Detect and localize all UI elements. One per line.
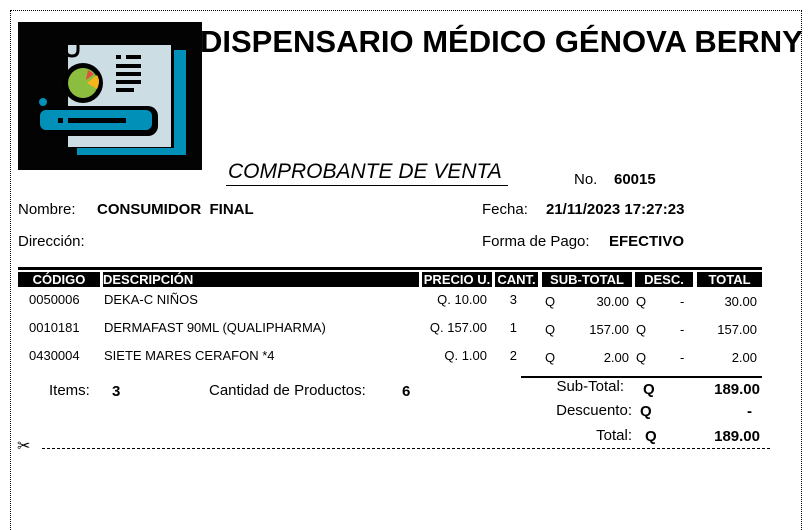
cell-cur2: Q [636,322,647,337]
col-subtotal: SUB-TOTAL [542,272,632,287]
sale-date: 21/11/2023 17:27:23 [546,201,685,218]
page-title: DISPENSARIO MÉDICO GÉNOVA BERNY [200,24,803,59]
col-code: CÓDIGO [18,272,100,287]
cell-desc: DERMAFAST 90ML (QUALIPHARMA) [104,320,326,335]
col-description: DESCRIPCIÓN [103,272,419,287]
cell-discount: - [680,350,685,365]
customer-name: CONSUMIDOR FINAL [97,201,254,218]
cell-code: 0050006 [29,292,80,307]
subtotal-value: 189.00 [714,381,760,398]
cell-cur2: Q [636,350,647,365]
cell-discount: - [680,322,685,337]
cell-code: 0010181 [29,320,80,335]
cell-subtotal: 2.00 [603,350,629,365]
col-unit-price: PRECIO U. [422,272,492,287]
cell-total: 30.00 [724,294,757,309]
products-count: 6 [402,383,411,400]
name-label: Nombre: [18,201,76,218]
payment-label: Forma de Pago: [482,233,590,250]
payment-method: EFECTIVO [609,233,685,250]
receipt-number: 60015 [614,171,656,188]
cell-subtotal: 157.00 [589,322,629,337]
cell-discount: - [680,294,685,309]
cell-price: Q. 157.00 [429,320,487,335]
document-subtitle: COMPROBANTE DE VENTA [226,160,508,186]
cell-qty: 1 [509,320,517,335]
cell-cur: Q [545,294,556,309]
date-label: Fecha: [482,201,528,218]
cell-subtotal: 30.00 [596,294,629,309]
subtotal-currency: Q [643,381,655,398]
discount-label: Descuento: [556,402,632,419]
cell-desc: DEKA-C NIÑOS [104,292,198,307]
total-value: 189.00 [714,428,760,445]
cell-qty: 2 [509,348,517,363]
subtotal-label: Sub-Total: [556,378,624,395]
cell-price: Q. 1.00 [444,348,487,363]
cell-total: 157.00 [717,322,757,337]
logo [18,22,202,170]
col-discount: DESC. [635,272,693,287]
address-label: Dirección: [18,233,85,250]
total-label: Total: [596,427,632,444]
cut-line [42,448,770,449]
col-quantity: CANT. [495,272,538,287]
cell-desc: SIETE MARES CERAFON *4 [104,348,275,363]
cell-cur2: Q [636,294,647,309]
col-total: TOTAL [697,272,762,287]
total-currency: Q [645,428,657,445]
discount-value: - [747,403,752,420]
receipt-page [10,10,802,530]
products-label: Cantidad de Productos: [209,382,366,399]
cell-code: 0430004 [29,348,80,363]
number-label: No. [574,171,598,188]
cell-price: Q. 10.00 [437,292,487,307]
cell-total: 2.00 [731,350,757,365]
table-top-rule [18,267,762,270]
discount-currency: Q [640,403,652,420]
report-document-pie-chart-icon [38,44,186,155]
items-label: Items: [49,382,90,399]
cell-cur: Q [545,322,556,337]
cell-cur: Q [545,350,556,365]
totals-rule [521,376,762,378]
items-count: 3 [112,383,121,400]
scissors-icon: ✂ [17,438,31,455]
cell-qty: 3 [509,292,517,307]
